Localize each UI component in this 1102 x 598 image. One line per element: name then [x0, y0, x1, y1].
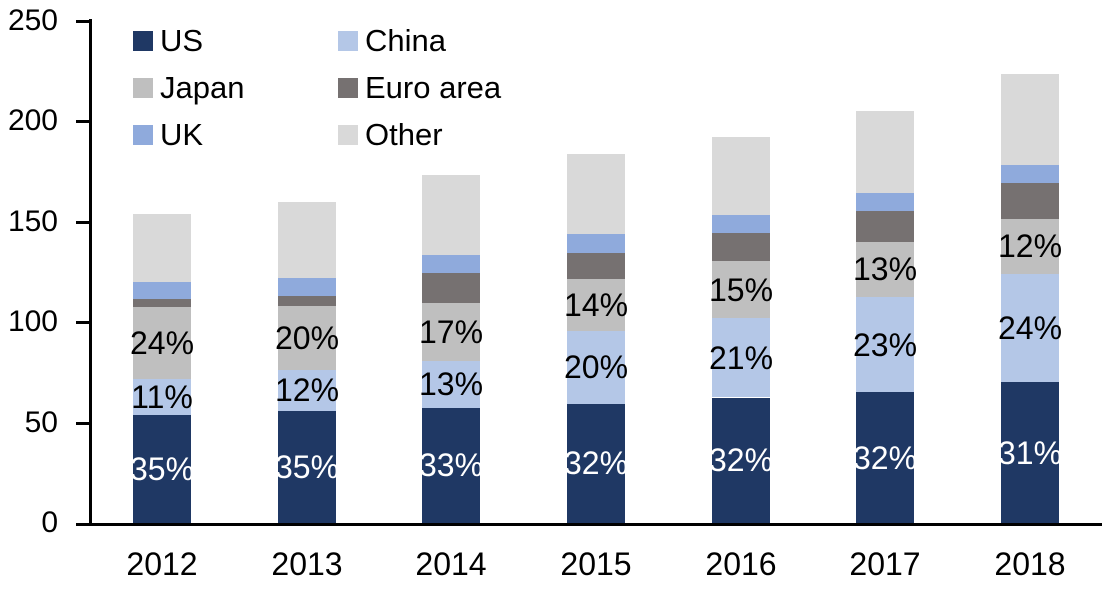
bar-segment-other-2014 [422, 174, 480, 255]
bar-segment-china-2013 [278, 370, 336, 411]
bar-segment-euro-area-2018 [1001, 182, 1059, 219]
bar-segment-euro-area-2015 [567, 252, 625, 280]
x-axis-label-2013: 2013 [271, 546, 343, 582]
y-axis-label-250: 250 [7, 4, 58, 37]
bar-segment-japan-2014 [422, 303, 480, 362]
bar-segment-us-2017 [856, 392, 914, 523]
bar-segment-uk-2018 [1001, 164, 1059, 183]
x-axis-label-2012: 2012 [126, 546, 198, 582]
legend-label-uk: UK [160, 117, 204, 152]
bar-segment-us-2013 [278, 410, 336, 523]
legend-swatch-other-icon [338, 125, 358, 145]
bar-segment-us-2018 [1001, 382, 1059, 523]
bar-segment-euro-area-2012 [133, 299, 191, 308]
y-axis-label-100: 100 [7, 305, 58, 338]
bar-segment-japan-2016 [712, 260, 770, 319]
legend-swatch-japan-icon [133, 78, 153, 98]
bar-segment-us-2015 [567, 403, 625, 523]
legend-label-other: Other [365, 117, 443, 152]
bar-segment-us-2016 [712, 397, 770, 523]
bar-segment-china-2017 [856, 297, 914, 393]
x-axis-line [76, 523, 1102, 526]
bar-segment-other-2016 [712, 137, 770, 215]
bar-segment-us-2012 [133, 414, 191, 523]
bar-segment-china-2016 [712, 318, 770, 398]
x-axis-label-2017: 2017 [849, 546, 921, 582]
bar-segment-uk-2012 [133, 282, 191, 300]
x-axis-label-2014: 2014 [415, 546, 487, 582]
bar-segment-china-2015 [567, 331, 625, 404]
bar-segment-euro-area-2017 [856, 210, 914, 242]
legend-swatch-us-icon [133, 31, 153, 51]
y-axis-label-0: 0 [41, 506, 58, 539]
y-tick-250 [76, 20, 92, 23]
bar-segment-uk-2015 [567, 233, 625, 253]
bar-segment-japan-2013 [278, 306, 336, 371]
y-axis-label-150: 150 [7, 205, 58, 238]
y-tick-150 [76, 221, 92, 224]
legend-label-china: China [365, 23, 446, 58]
bar-segment-china-2012 [133, 379, 191, 415]
y-tick-100 [76, 321, 92, 324]
legend-swatch-uk-icon [133, 125, 153, 145]
bar-segment-other-2012 [133, 213, 191, 283]
legend-swatch-euro-area-icon [338, 78, 358, 98]
bar-segment-japan-2015 [567, 279, 625, 332]
y-tick-50 [76, 422, 92, 425]
bar-segment-uk-2016 [712, 214, 770, 233]
x-axis-label-2018: 2018 [994, 546, 1066, 582]
y-axis-label-200: 200 [7, 104, 58, 137]
bar-segment-other-2018 [1001, 74, 1059, 165]
legend-label-euro-area: Euro area [365, 70, 502, 105]
bar-segment-euro-area-2016 [712, 232, 770, 261]
bar-segment-japan-2018 [1001, 218, 1059, 274]
bar-segment-japan-2017 [856, 241, 914, 298]
bar-segment-japan-2012 [133, 307, 191, 380]
legend-swatch-china-icon [338, 31, 358, 51]
y-axis-label-50: 50 [24, 406, 58, 439]
bar-segment-uk-2014 [422, 254, 480, 273]
bar-segment-china-2014 [422, 361, 480, 408]
bar-segment-us-2014 [422, 407, 480, 523]
bar-segment-other-2013 [278, 201, 336, 279]
x-axis-label-2015: 2015 [560, 546, 632, 582]
bar-segment-other-2017 [856, 111, 914, 193]
bar-segment-uk-2013 [278, 278, 336, 297]
y-tick-200 [76, 120, 92, 123]
x-axis-label-2016: 2016 [705, 546, 777, 582]
legend-label-japan: Japan [160, 70, 245, 105]
bar-segment-other-2015 [567, 153, 625, 234]
y-axis-line [89, 19, 92, 526]
bar-segment-euro-area-2013 [278, 296, 336, 307]
bar-segment-china-2018 [1001, 274, 1059, 383]
bar-segment-euro-area-2014 [422, 273, 480, 304]
bar-segment-uk-2017 [856, 192, 914, 211]
legend-label-us: US [160, 23, 204, 58]
